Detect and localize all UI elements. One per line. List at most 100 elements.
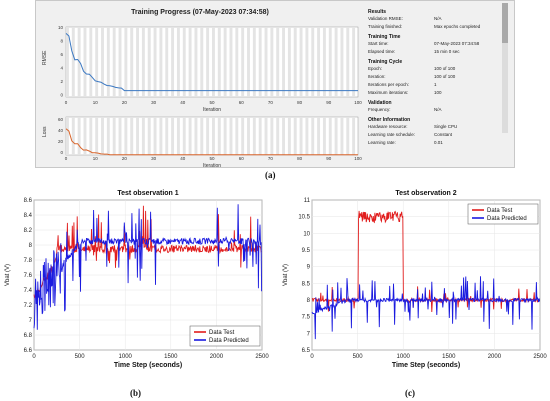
epoch-band (346, 117, 350, 155)
legend-label: Data Predicted (487, 216, 527, 222)
epoch-band (247, 27, 250, 97)
rmse-ytick: 10 (58, 25, 64, 30)
loss-xtick: 90 (326, 156, 332, 161)
rmse-xtick: 60 (239, 100, 245, 105)
epoch-band (159, 117, 163, 155)
x-tick-label: 1000 (119, 354, 133, 360)
caption-c: (c) (405, 388, 415, 398)
epoch-band (334, 27, 338, 97)
y-tick-label: 7 (307, 331, 311, 337)
y-tick-label: 6.5 (302, 348, 311, 354)
epoch-band (188, 117, 192, 155)
x-tick-label: 2500 (255, 354, 269, 360)
training-cycle-row: Maximum iterations: 100 (368, 89, 508, 97)
epoch-band (206, 27, 210, 97)
rmse-xlabel: Iteration (203, 107, 221, 113)
epoch-band (270, 117, 274, 155)
other-info-row: Learning rate schedule: Constant (368, 131, 508, 139)
legend-label: Data Test (487, 208, 513, 214)
training-time-row: Elapsed time: 15 min 0 sec (368, 48, 508, 56)
epoch-band (130, 27, 134, 97)
loss-xtick: 60 (239, 156, 245, 161)
y-tick-label: 8.6 (24, 198, 33, 204)
epoch-band (340, 27, 344, 97)
epoch-band (77, 117, 81, 155)
scrollbar-thumb[interactable] (502, 3, 508, 43)
training-progress-window: Training Progress (07-May-2023 07:34:58)… (35, 0, 515, 169)
legend-box (189, 325, 261, 347)
loss-xtick: 20 (122, 156, 128, 161)
validation-title: Validation (368, 100, 392, 106)
results-key: Training finished: (368, 24, 403, 29)
loss-xtick: 30 (151, 156, 157, 161)
training-cycle-value: 100 of 100 (434, 66, 456, 71)
y-axis-label: Vbat (V) (283, 264, 289, 286)
rmse-xtick: 30 (151, 100, 157, 105)
x-tick-label: 2000 (488, 354, 502, 360)
epoch-band (194, 27, 198, 97)
other-info-value: Single CPU (434, 124, 458, 129)
epoch-band (153, 117, 157, 155)
series-data-predicted (311, 276, 541, 340)
caption-b: (b) (130, 388, 141, 398)
epoch-band (328, 27, 332, 97)
epoch-band (317, 117, 321, 155)
loss-xtick: 80 (297, 156, 303, 161)
x-tick-label: 1500 (442, 354, 456, 360)
epoch-band (171, 117, 175, 155)
results-value: N/A (434, 16, 442, 21)
epoch-band (118, 27, 122, 97)
y-tick-label: 10.5 (298, 215, 310, 221)
rmse-ytick: 4 (60, 66, 63, 71)
epoch-band (346, 27, 350, 97)
epoch-band (317, 27, 321, 97)
validation-key: Frequency: (368, 107, 391, 112)
other-info-key: Learning rate schedule: (368, 132, 416, 137)
epoch-band (229, 117, 233, 155)
loss-xtick: 50 (209, 156, 215, 161)
epoch-band (352, 117, 356, 155)
epoch-band (165, 117, 169, 155)
chart-test-observation-1: Test observation 1 6.6 6.8 7 7.2 7.4 7.6 7.8 8 8.… (5, 190, 269, 369)
epoch-band (176, 117, 180, 155)
epoch-band (293, 27, 297, 97)
y-tick-label: 9.5 (302, 248, 311, 254)
loss-xlabel: Iteration (203, 163, 221, 169)
training-time-title: Training Time (368, 34, 401, 40)
epoch-band (223, 27, 227, 97)
epoch-band (229, 27, 233, 97)
y-tick-label: 7.2 (24, 303, 33, 309)
results-value: Max epochs completed (434, 24, 481, 29)
epoch-band (95, 27, 99, 97)
epoch-band (276, 27, 280, 97)
validation-row: Frequency: N/A (368, 106, 508, 114)
epoch-band (200, 117, 204, 155)
x-tick-label: 1000 (397, 354, 411, 360)
epoch-band (176, 27, 180, 97)
rmse-xtick: 40 (180, 100, 186, 105)
y-tick-label: 7.5 (302, 315, 311, 321)
epoch-band (136, 27, 139, 97)
epoch-band (305, 117, 309, 155)
rmse-ytick: 0 (60, 93, 63, 98)
epoch-band (83, 27, 87, 97)
epoch-band (223, 117, 227, 155)
training-cycle-value: 100 of 100 (434, 74, 456, 79)
rmse-xtick: 20 (122, 100, 128, 105)
epoch-band (153, 27, 157, 97)
loss-ytick: 20 (58, 139, 64, 144)
training-cycle-row: Epoch: 100 of 100 (368, 65, 508, 73)
rmse-xtick: 70 (268, 100, 274, 105)
x-tick-label: 0 (310, 354, 314, 360)
epoch-band (299, 27, 303, 97)
epoch-band (252, 27, 256, 97)
rmse-xtick: 80 (297, 100, 303, 105)
epoch-band (252, 117, 256, 155)
epoch-band (276, 117, 280, 155)
info-panel-scrollbar[interactable] (502, 3, 508, 133)
epoch-band (311, 117, 315, 155)
epoch-band (258, 27, 262, 97)
epoch-band (83, 117, 87, 155)
epoch-band (258, 117, 262, 155)
